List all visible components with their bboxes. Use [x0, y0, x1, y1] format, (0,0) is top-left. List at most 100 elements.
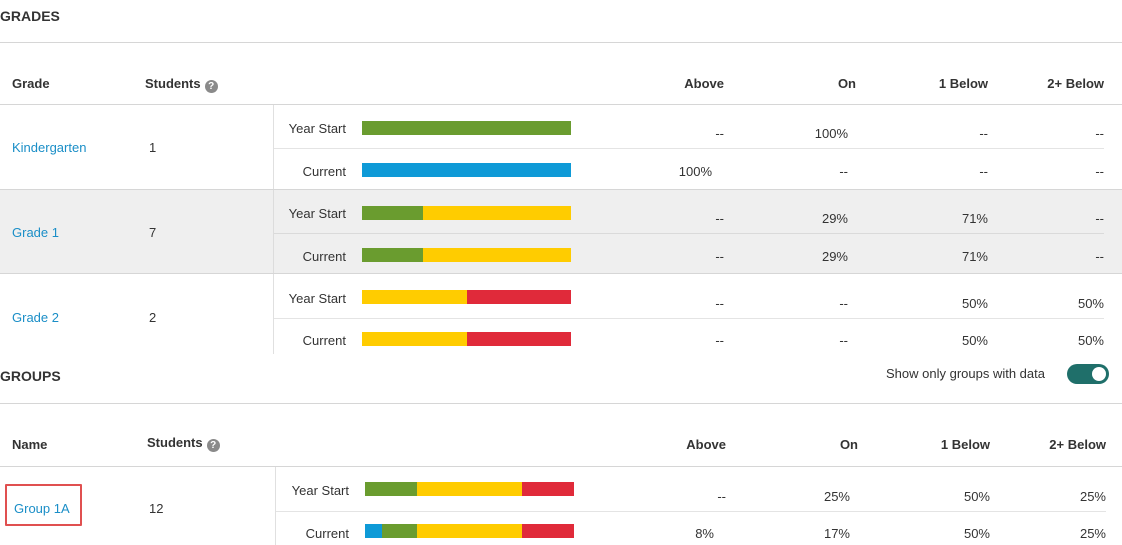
1-below-value: --: [979, 164, 988, 179]
1-below-segment: [422, 206, 571, 220]
above-value: --: [715, 126, 724, 141]
year-start-bar: [365, 482, 574, 496]
show-groups-with-data-label: Show only groups with data: [886, 366, 1045, 381]
on-value: --: [839, 164, 848, 179]
row-inner-divider: [276, 511, 1106, 512]
year-start-label: Year Start: [291, 483, 349, 498]
row-divider-vertical: [273, 190, 274, 273]
on-segment: [362, 121, 571, 135]
groups-title-divider: [0, 403, 1122, 404]
1-below-segment: [422, 248, 571, 262]
on-segment: [365, 482, 418, 496]
1-below-segment: [417, 524, 522, 538]
above-value: --: [715, 249, 724, 264]
year-start-label: Year Start: [288, 206, 346, 221]
grades-header-2-below: 2+ Below: [1047, 76, 1104, 91]
groups-header-students: Students?: [147, 435, 220, 452]
grades-header-1-below: 1 Below: [938, 76, 988, 91]
on-value: 100%: [814, 126, 848, 141]
2-below-value: 50%: [1077, 333, 1104, 348]
2-below-value: --: [1095, 164, 1104, 179]
1-below-value: 50%: [961, 333, 988, 348]
row-divider: [0, 273, 1122, 274]
row-inner-divider: [274, 233, 1104, 234]
group-link-group-1a[interactable]: Group 1A: [14, 501, 70, 516]
on-value: 29%: [821, 211, 848, 226]
above-value: --: [717, 489, 726, 504]
on-value: 25%: [823, 489, 850, 504]
group-students-count: 12: [149, 501, 164, 516]
2-below-value: --: [1095, 211, 1104, 226]
grade-students-count: 1: [149, 140, 157, 155]
current-bar: [362, 163, 571, 177]
on-value: 29%: [821, 249, 848, 264]
current-label: Current: [305, 526, 349, 541]
help-circle-icon[interactable]: ?: [206, 439, 220, 452]
1-below-segment: [362, 290, 467, 304]
on-segment: [381, 524, 418, 538]
year-start-bar: [362, 121, 571, 135]
grade-students-count: 7: [149, 225, 157, 240]
row-divider-vertical: [273, 105, 274, 189]
grade-link-kindergarten[interactable]: Kindergarten: [12, 140, 87, 155]
row-inner-divider: [274, 148, 1104, 149]
grades-header-on: On: [837, 76, 856, 91]
2-below-segment: [466, 290, 571, 304]
above-segment: [365, 524, 382, 538]
grades-header-grade: Grade: [12, 76, 50, 91]
highlight-box: [5, 484, 82, 526]
above-value: --: [715, 333, 724, 348]
current-bar: [362, 332, 571, 346]
current-bar: [362, 248, 571, 262]
grade-link-grade-1[interactable]: Grade 1: [12, 225, 59, 240]
on-value: --: [839, 296, 848, 311]
current-bar: [365, 524, 574, 538]
toggle-knob: [1092, 367, 1106, 381]
groups-header-name: Name: [12, 437, 48, 452]
row-inner-divider: [274, 318, 1104, 319]
1-below-value: 50%: [961, 296, 988, 311]
above-value: 100%: [678, 164, 712, 179]
current-label: Current: [302, 164, 346, 179]
2-below-segment: [521, 524, 574, 538]
above-segment: [362, 163, 571, 177]
year-start-label: Year Start: [288, 291, 346, 306]
1-below-segment: [362, 332, 467, 346]
grade-link-grade-2[interactable]: Grade 2: [12, 310, 59, 325]
row-divider-vertical: [275, 467, 276, 545]
current-label: Current: [302, 333, 346, 348]
help-circle-icon[interactable]: ?: [204, 80, 218, 93]
year-start-bar: [362, 206, 571, 220]
1-below-value: 50%: [963, 526, 990, 541]
above-value: --: [715, 296, 724, 311]
1-below-value: 50%: [963, 489, 990, 504]
grades-header-divider: [0, 104, 1122, 105]
above-value: --: [715, 211, 724, 226]
1-below-segment: [417, 482, 522, 496]
show-groups-with-data-toggle[interactable]: [1067, 364, 1109, 384]
row-divider: [0, 189, 1122, 190]
year-start-bar: [362, 290, 571, 304]
2-below-segment: [466, 332, 571, 346]
above-value: 8%: [695, 526, 714, 541]
2-below-value: 25%: [1079, 489, 1106, 504]
groups-header-on: On: [839, 437, 858, 452]
1-below-value: 71%: [961, 249, 988, 264]
grade-students-count: 2: [149, 310, 157, 325]
current-label: Current: [302, 249, 346, 264]
on-segment: [362, 206, 423, 220]
grades-title-divider: [0, 42, 1122, 43]
grades-section-title: GRADES: [0, 8, 60, 24]
groups-header-above: Above: [686, 437, 726, 452]
groups-header-1-below: 1 Below: [940, 437, 990, 452]
on-value: --: [839, 333, 848, 348]
on-segment: [362, 248, 423, 262]
2-below-value: --: [1095, 126, 1104, 141]
1-below-value: 71%: [961, 211, 988, 226]
1-below-value: --: [979, 126, 988, 141]
2-below-value: 50%: [1077, 296, 1104, 311]
on-value: 17%: [823, 526, 850, 541]
groups-header-2-below: 2+ Below: [1049, 437, 1106, 452]
2-below-value: 25%: [1079, 526, 1106, 541]
2-below-value: --: [1095, 249, 1104, 264]
